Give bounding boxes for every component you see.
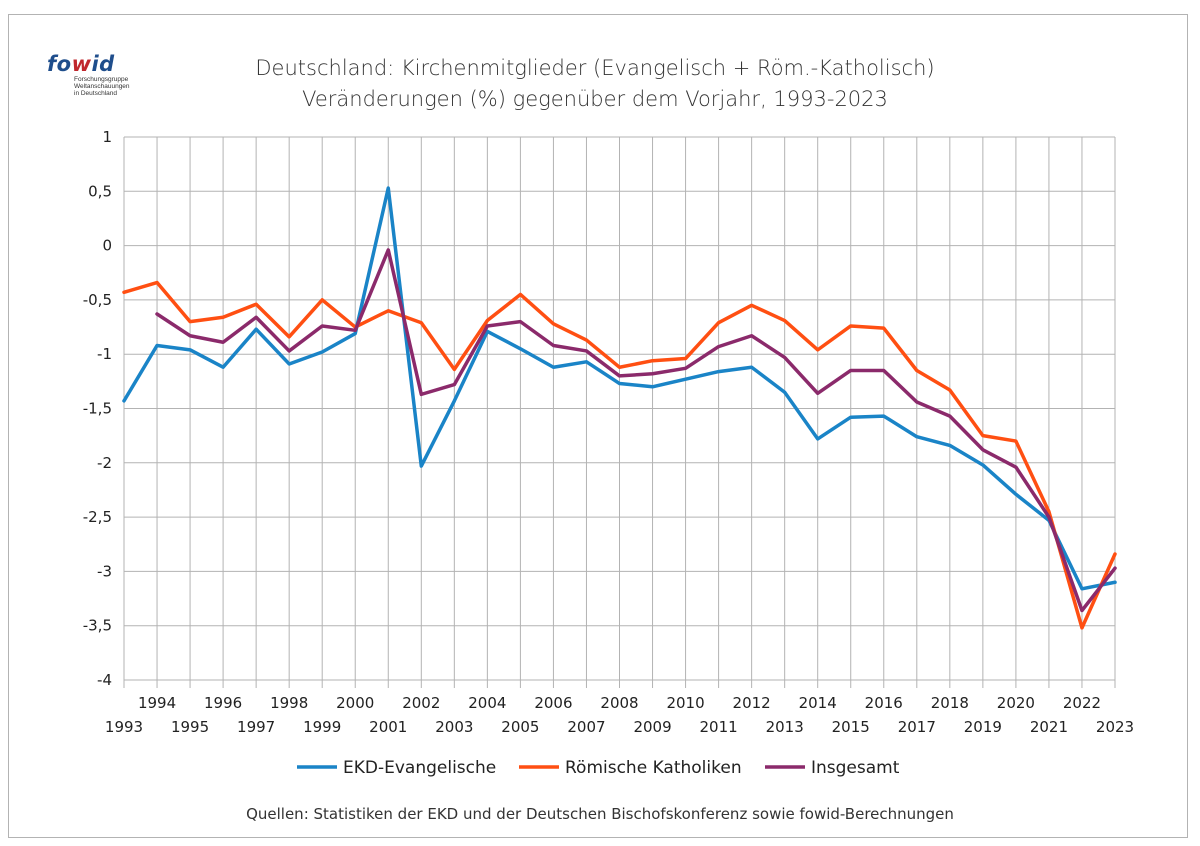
x-tick-label: 2008 [600, 694, 638, 712]
y-tick-label: 0,5 [88, 182, 112, 200]
x-tick-label: 1998 [270, 694, 308, 712]
x-tick-label: 1994 [138, 694, 176, 712]
y-tick-label: -2 [97, 454, 112, 472]
x-tick-label: 2021 [1030, 718, 1068, 736]
y-tick-label: -4 [97, 671, 112, 689]
logo-subtitle: Forschungsgruppe Weltanschauungen in Deu… [74, 76, 130, 97]
x-tick-label: 2005 [501, 718, 539, 736]
y-tick-label: -3,5 [83, 617, 112, 635]
x-tick-label: 2019 [964, 718, 1002, 736]
x-tick-label: 2015 [832, 718, 870, 736]
x-tick-label: 2009 [633, 718, 671, 736]
x-tick-label: 1996 [204, 694, 242, 712]
series-line-ekd-evangelische [122, 186, 1117, 591]
x-tick-label: 2006 [534, 694, 572, 712]
x-tick-label: 2004 [468, 694, 506, 712]
source-note: Quellen: Statistiken der EKD und der Deu… [246, 805, 954, 823]
x-tick-label: 2023 [1096, 718, 1134, 736]
x-tick-label: 2018 [931, 694, 969, 712]
y-tick-label: -1 [97, 345, 112, 363]
fowid-logo: fowid Forschungsgruppe Weltanschauungen … [47, 52, 147, 112]
x-tick-label: 1997 [237, 718, 275, 736]
x-tick-label: 2003 [435, 718, 473, 736]
y-tick-label: -1,5 [83, 400, 112, 418]
x-tick-label: 2022 [1063, 694, 1101, 712]
x-tick-label: 2014 [799, 694, 837, 712]
chart-frame [8, 14, 1188, 838]
x-tick-label: 2001 [369, 718, 407, 736]
y-tick-label: 0 [102, 237, 112, 255]
y-tick-label: 1 [102, 128, 112, 146]
series-line-römische-katholiken [122, 280, 1117, 630]
x-tick-label: 1995 [171, 718, 209, 736]
chart-subtitle: Veränderungen (%) gegenüber dem Vorjahr,… [302, 87, 888, 111]
logo-wordmark: fowid [47, 52, 115, 76]
x-tick-label: 2002 [402, 694, 440, 712]
x-tick-label: 2017 [898, 718, 936, 736]
y-tick-label: -3 [97, 562, 112, 580]
x-tick-label: 2016 [865, 694, 903, 712]
series-line-insgesamt [155, 248, 1117, 613]
x-tick-label: 2012 [733, 694, 771, 712]
legend-label: Insgesamt [811, 758, 900, 778]
x-tick-label: 2007 [567, 718, 605, 736]
y-tick-label: -0,5 [83, 291, 112, 309]
x-tick-label: 2010 [666, 694, 704, 712]
legend-label: EKD-Evangelische [343, 758, 496, 778]
x-tick-label: 1993 [105, 718, 143, 736]
legend-label: Römische Katholiken [565, 758, 742, 778]
x-tick-label: 2000 [336, 694, 374, 712]
y-tick-label: -2,5 [83, 508, 112, 526]
x-tick-label: 2013 [766, 718, 804, 736]
x-tick-label: 1999 [303, 718, 341, 736]
x-tick-label: 2011 [700, 718, 738, 736]
x-tick-label: 2020 [997, 694, 1035, 712]
chart-title: Deutschland: Kirchenmitglieder (Evangeli… [255, 56, 935, 80]
